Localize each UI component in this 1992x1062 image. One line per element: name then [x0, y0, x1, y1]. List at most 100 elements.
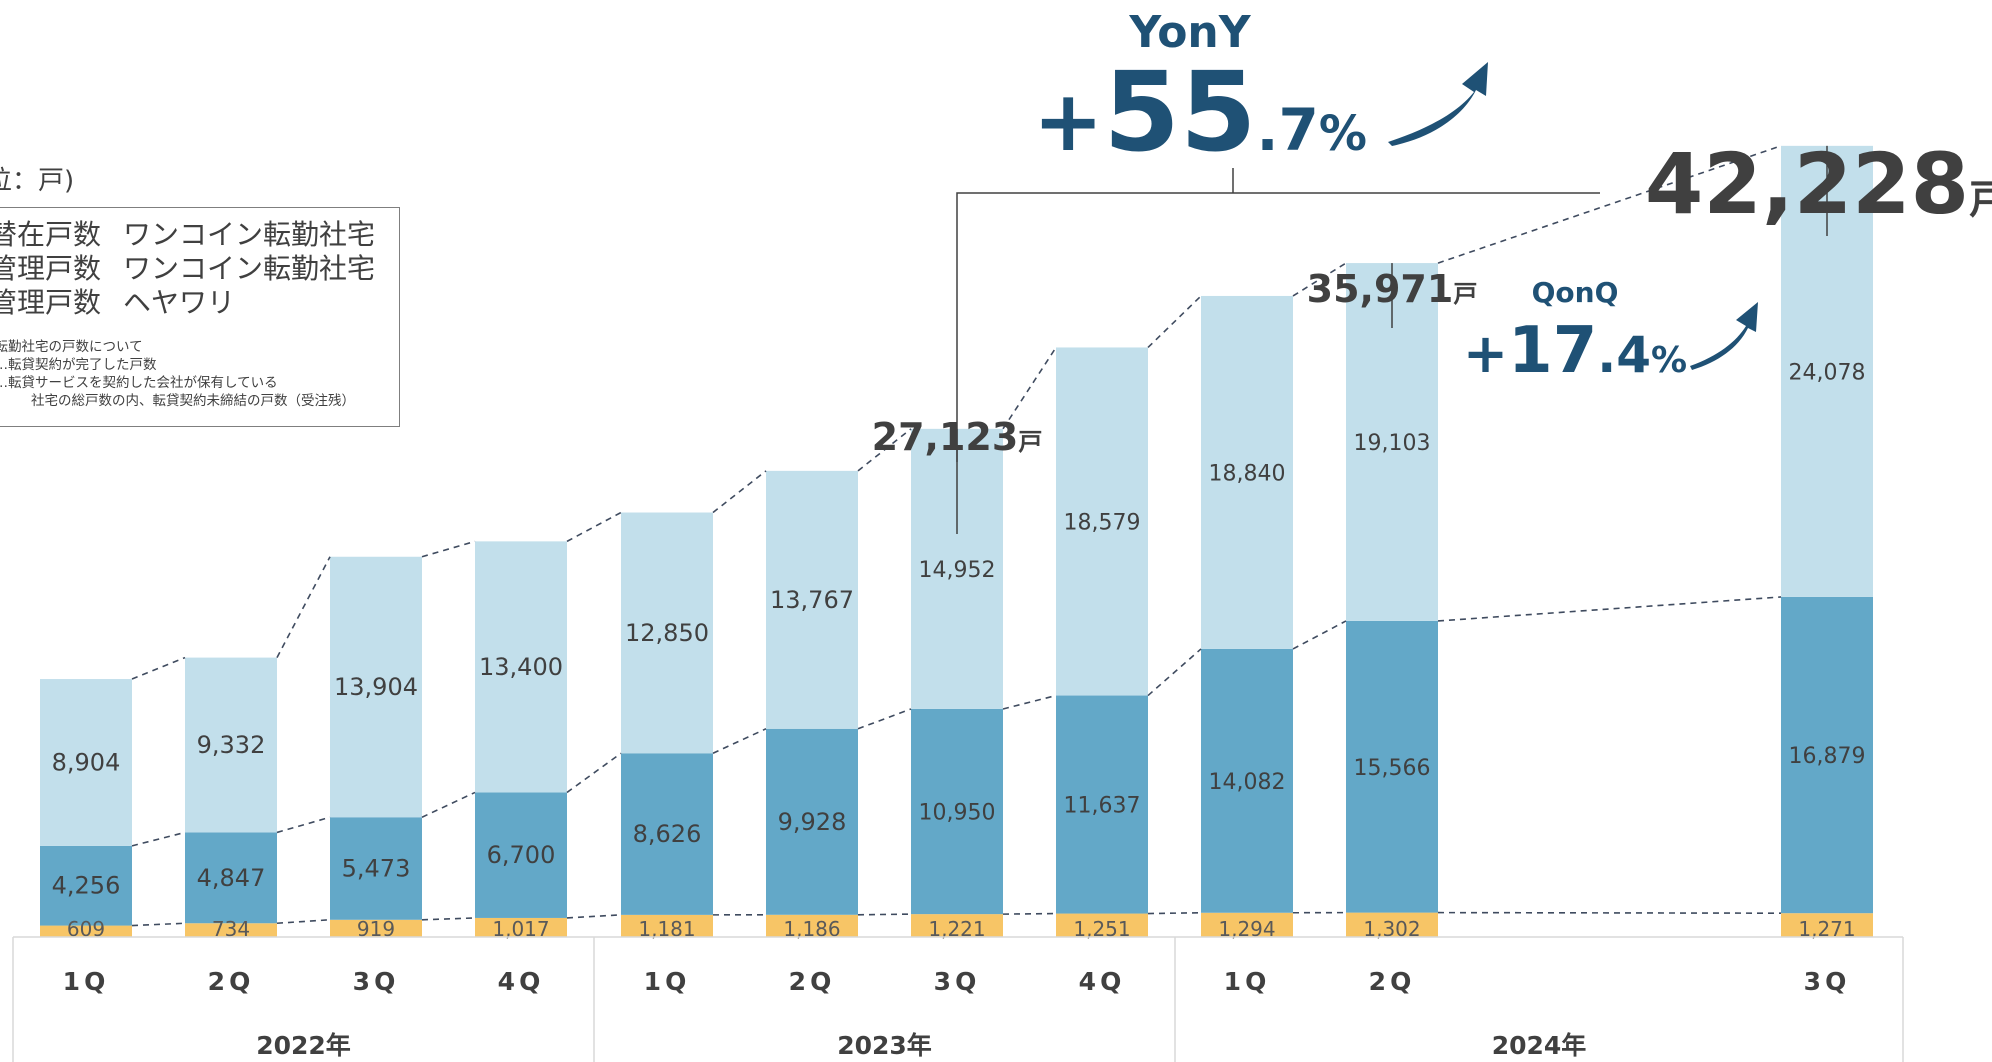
connector-line-bottom — [1437, 911, 1782, 914]
value-label-middle: 14,082 — [1209, 770, 1286, 795]
bar-segment-bottom — [911, 914, 1003, 937]
qonq-big: 17 — [1508, 314, 1597, 388]
value-label-top: 13,767 — [770, 586, 854, 614]
connector-line-top — [566, 511, 622, 543]
connector-line-middle — [712, 728, 767, 754]
bar-segment-middle — [911, 708, 1003, 915]
bar-segment-top — [330, 556, 422, 818]
connector-line-top — [421, 540, 476, 558]
connector-line-top — [276, 556, 331, 658]
bar-segment-middle — [1781, 596, 1873, 914]
legend-row-2: 管理戸数 ワンコイン転勤社宅 — [0, 252, 376, 285]
value-label-middle: 10,950 — [919, 801, 996, 826]
value-label-middle: 8,626 — [633, 820, 702, 848]
bar-segment-bottom — [1346, 912, 1438, 937]
category-label: 2Q — [208, 967, 255, 996]
value-label-middle: 9,928 — [778, 808, 847, 836]
bar-segment-middle — [621, 753, 713, 915]
connector-line-bottom — [131, 922, 186, 927]
connector-line-middle — [276, 816, 331, 834]
bar-segment-middle — [1346, 620, 1438, 913]
connector-line-top — [857, 428, 912, 472]
bar-segment-middle — [475, 792, 567, 918]
total-unit: 戸 — [1969, 177, 1992, 223]
bar-segment-middle — [766, 728, 858, 915]
connector-line-top — [712, 470, 767, 514]
bar-segment-bottom — [621, 914, 713, 937]
connector-line-middle — [1437, 596, 1782, 622]
value-label-top: 24,078 — [1789, 360, 1866, 385]
qonq-sign: + — [1463, 322, 1508, 385]
category-label: 3Q — [1804, 967, 1851, 996]
connector-line-middle — [1002, 694, 1057, 710]
yony-sign: + — [1033, 72, 1103, 170]
connector-line-top — [1437, 145, 1782, 264]
value-label-middle: 5,473 — [342, 855, 411, 883]
bar-segment-bottom — [1201, 912, 1293, 937]
legend-row-1: 替在戸数 ワンコイン転勤社宅 — [0, 218, 376, 251]
yony-percent: % — [1319, 106, 1367, 162]
bar-segment-middle — [185, 832, 277, 924]
legend-note: 数…転貸契約が完了した戸数 — [0, 357, 157, 373]
year-label: 2024年 — [1492, 1031, 1587, 1060]
unit-label: 位：戸) — [0, 166, 75, 196]
yony-big: 55 — [1103, 48, 1256, 176]
connector-line-top — [1002, 347, 1057, 430]
yony-growth: +55.7% — [1033, 48, 1367, 176]
category-label: 2Q — [1369, 967, 1416, 996]
category-label: 3Q — [934, 967, 981, 996]
qonq-percent: % — [1651, 340, 1687, 381]
total-unit: 戸 — [1018, 428, 1042, 456]
total-number: 42,228 — [1645, 135, 1969, 233]
legend-notes: ン転勤社宅の戸数について 数…転貸契約が完了した戸数 数…転貸サービスを契約した… — [0, 338, 399, 410]
bar-segment-top — [1201, 295, 1293, 649]
total-number: 27,123 — [872, 415, 1019, 459]
legend-note: 数…転貸サービスを契約した会社が保有している — [0, 375, 278, 391]
yony-bracket — [956, 192, 1600, 534]
bar-segment-bottom — [1056, 913, 1148, 937]
total-number: 35,971 — [1307, 267, 1454, 311]
connector-line-top — [1147, 295, 1202, 349]
yony-label: YonY — [1128, 7, 1251, 58]
value-label-middle: 4,847 — [197, 864, 266, 892]
value-label-top: 12,850 — [625, 619, 709, 647]
connector-line-bottom — [1002, 912, 1057, 915]
category-label: 3Q — [353, 967, 400, 996]
bar-segment-middle — [330, 817, 422, 920]
qonq-growth: +17.4% — [1463, 314, 1687, 388]
bar-segment-bottom — [766, 914, 858, 937]
connector-line-middle — [1147, 648, 1202, 697]
connector-line-middle — [566, 752, 622, 794]
category-label: 1Q — [644, 967, 691, 996]
bar-segment-bottom — [1781, 913, 1873, 937]
connector-line-bottom — [566, 914, 622, 919]
bar-segment-top — [475, 541, 567, 793]
connector-line-middle — [857, 708, 912, 730]
year-label: 2023年 — [837, 1031, 932, 1060]
bar-segment-top — [40, 679, 132, 846]
yony-arrow-icon — [1388, 62, 1488, 146]
category-label: 2Q — [789, 967, 836, 996]
bar-segment-bottom — [330, 919, 422, 937]
total-label: 27,123戸 — [872, 415, 1043, 459]
bar-segment-top — [185, 657, 277, 833]
value-label-middle: 11,637 — [1064, 794, 1141, 819]
connector-line-middle — [131, 831, 186, 847]
value-label-top: 18,579 — [1064, 510, 1141, 535]
bar-segment-bottom — [475, 917, 567, 937]
total-label: 42,228戸 — [1645, 135, 1992, 233]
qonq-arrow-icon — [1690, 302, 1758, 370]
total-unit: 戸 — [1453, 280, 1477, 308]
value-label-top: 9,332 — [197, 731, 266, 759]
connector-line-middle — [1292, 620, 1347, 650]
value-label-middle: 4,256 — [52, 872, 121, 900]
value-label-top: 13,400 — [479, 653, 563, 681]
bar-segment-top — [766, 470, 858, 729]
bar-segment-middle — [1056, 695, 1148, 914]
value-label-top: 14,952 — [919, 558, 996, 583]
legend-row-3: 管理戸数 ヘヤワリ — [0, 286, 236, 319]
connector-line-bottom — [857, 913, 912, 916]
connector-line-middle — [421, 791, 476, 818]
